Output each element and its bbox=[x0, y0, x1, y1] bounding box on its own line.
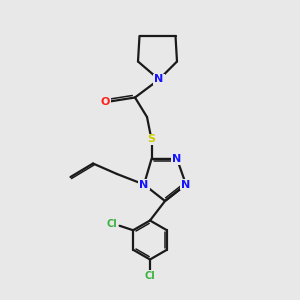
Text: N: N bbox=[140, 179, 148, 190]
Text: O: O bbox=[100, 97, 110, 107]
Text: N: N bbox=[172, 154, 182, 164]
Text: N: N bbox=[154, 74, 164, 85]
Text: S: S bbox=[148, 134, 155, 145]
Text: Cl: Cl bbox=[107, 219, 118, 229]
Text: Cl: Cl bbox=[145, 271, 155, 281]
Text: N: N bbox=[182, 179, 190, 190]
